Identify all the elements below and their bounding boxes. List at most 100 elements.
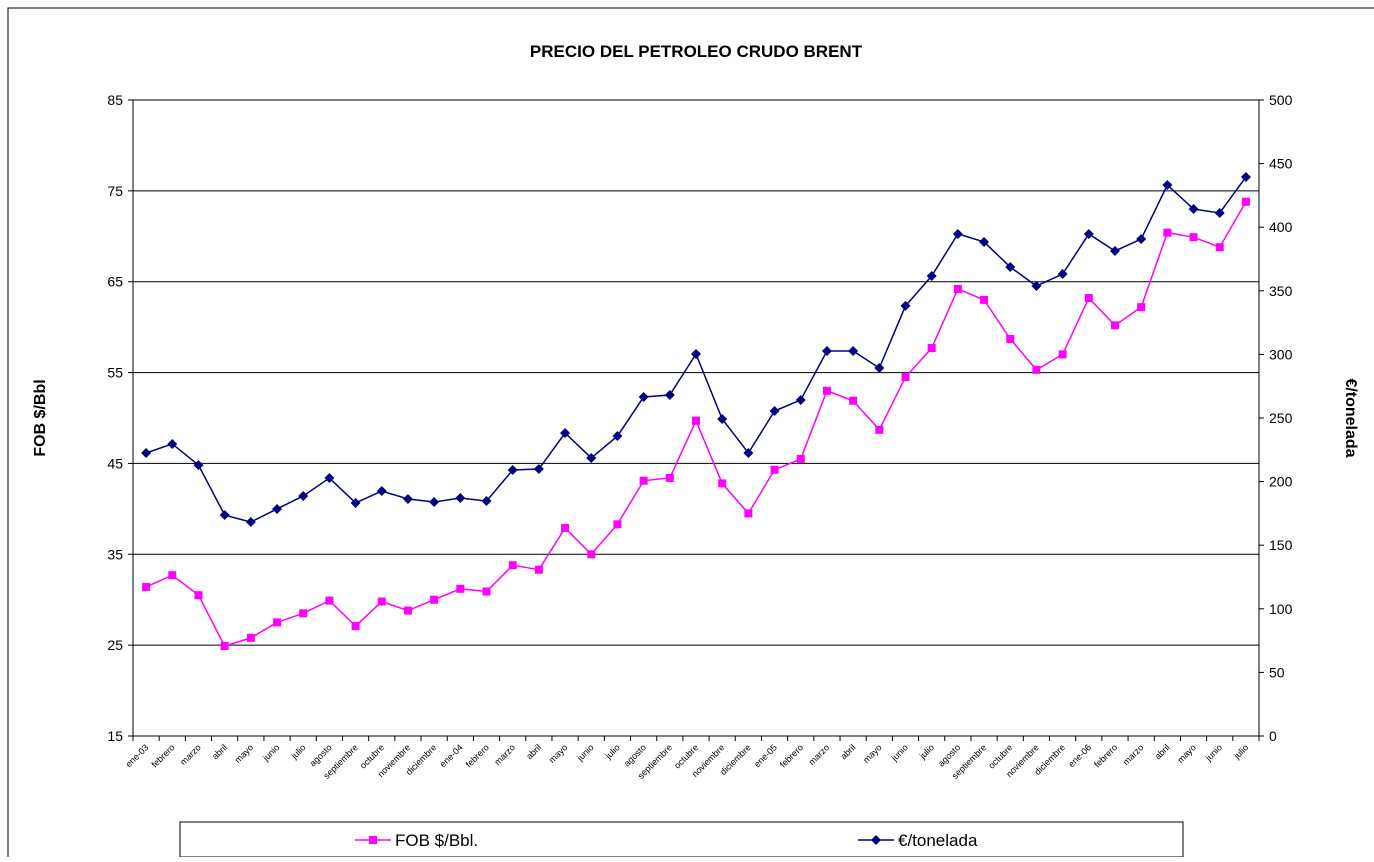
- x-tick-label: febrero: [149, 742, 176, 769]
- data-point: [691, 349, 701, 360]
- data-point: [430, 595, 439, 604]
- y2-tick-label: 350: [1269, 283, 1293, 299]
- data-point: [1188, 204, 1199, 215]
- y-tick-label: 45: [107, 455, 123, 471]
- data-point: [638, 392, 649, 403]
- data-point: [1189, 233, 1198, 242]
- data-point: [456, 584, 465, 593]
- x-tick-label: febrero: [778, 742, 805, 769]
- x-tick-label: febrero: [464, 742, 491, 769]
- x-tick-label: junio: [889, 742, 910, 763]
- data-point: [1006, 334, 1015, 343]
- data-point: [692, 416, 700, 425]
- data-point: [848, 345, 859, 356]
- x-tick-label: mayo: [1175, 742, 1198, 765]
- x-tick-label: junio: [1203, 742, 1224, 763]
- data-point: [1058, 350, 1067, 359]
- data-point: [507, 465, 518, 476]
- x-tick-label: marzo: [807, 742, 832, 767]
- y-tick-label: 65: [107, 274, 123, 290]
- data-point: [1215, 243, 1224, 252]
- y-tick-label: 15: [107, 728, 123, 744]
- x-tick-label: mayo: [233, 742, 256, 765]
- data-point: [193, 460, 204, 471]
- data-point: [533, 464, 544, 475]
- x-tick-label: marzo: [492, 742, 517, 767]
- data-point: [220, 642, 229, 651]
- data-point: [272, 503, 283, 514]
- y2-axis-title: €/tonelada: [1342, 378, 1359, 457]
- data-point: [587, 550, 596, 559]
- data-point: [821, 345, 832, 356]
- y-tick-label: 85: [107, 92, 123, 108]
- data-point: [613, 520, 622, 529]
- data-point: [403, 606, 412, 615]
- chart-border: [7, 7, 1374, 862]
- legend-box: [179, 821, 1184, 858]
- data-point: [1109, 245, 1120, 256]
- data-point: [273, 618, 282, 627]
- y2-tick-label: 250: [1269, 410, 1293, 426]
- data-point: [822, 386, 831, 395]
- data-point: [1031, 280, 1042, 291]
- x-tick-label: ene-06: [1066, 742, 1093, 769]
- legend-label: FOB $/Bbl.: [395, 831, 478, 850]
- data-point: [508, 561, 517, 570]
- data-point: [744, 509, 753, 518]
- y2-tick-label: 450: [1269, 156, 1293, 172]
- data-point: [1137, 303, 1146, 312]
- x-tick-label: febrero: [1092, 742, 1119, 769]
- data-point: [979, 236, 990, 247]
- plot-area: [132, 99, 1260, 737]
- x-tick-label: julio: [1231, 742, 1250, 761]
- data-point: [219, 510, 230, 521]
- x-tick-label: marzo: [178, 742, 203, 767]
- x-tick-label: julio: [289, 742, 308, 761]
- x-tick-label: ene-03: [124, 742, 151, 769]
- x-tick-label: julio: [603, 742, 622, 761]
- x-tick-label: mayo: [861, 742, 884, 765]
- data-point: [167, 438, 178, 449]
- data-point: [927, 344, 936, 353]
- y2-tick-label: 100: [1269, 601, 1293, 617]
- data-point: [1110, 321, 1119, 330]
- data-point: [718, 479, 727, 488]
- y2-tick-label: 200: [1269, 474, 1293, 490]
- data-point: [561, 523, 570, 532]
- data-point: [874, 363, 885, 374]
- data-point: [1005, 262, 1016, 273]
- y2-tick-label: 300: [1269, 346, 1293, 362]
- data-point: [141, 447, 152, 458]
- x-tick-label: marzo: [1121, 742, 1146, 767]
- data-point: [1162, 179, 1173, 190]
- data-point: [926, 271, 937, 282]
- data-point: [534, 565, 543, 574]
- x-tick-label: ene-04: [438, 742, 465, 769]
- data-point: [1241, 197, 1250, 206]
- data-point: [900, 300, 911, 311]
- data-point: [429, 496, 440, 507]
- y2-tick-label: 50: [1269, 664, 1285, 680]
- data-point: [770, 465, 779, 474]
- data-point: [245, 517, 256, 528]
- data-point: [455, 493, 466, 504]
- data-point: [664, 389, 675, 400]
- data-point: [298, 490, 309, 501]
- chart-title: PRECIO DEL PETROLEO CRUDO BRENT: [530, 42, 863, 61]
- data-point: [1240, 171, 1251, 182]
- data-point: [1057, 269, 1068, 280]
- x-tick-label: abril: [1153, 742, 1172, 761]
- x-tick-label: mayo: [547, 742, 570, 765]
- y2-tick-label: 400: [1269, 219, 1293, 235]
- data-point: [194, 591, 203, 600]
- y-tick-label: 35: [107, 546, 123, 562]
- data-point: [980, 295, 989, 304]
- y2-tick-label: 150: [1269, 537, 1293, 553]
- data-point: [1214, 207, 1225, 218]
- data-point: [168, 571, 177, 580]
- data-point: [849, 396, 858, 405]
- data-point: [376, 486, 387, 497]
- y-tick-label: 55: [107, 365, 123, 381]
- data-point: [1136, 234, 1147, 245]
- data-point: [796, 454, 805, 463]
